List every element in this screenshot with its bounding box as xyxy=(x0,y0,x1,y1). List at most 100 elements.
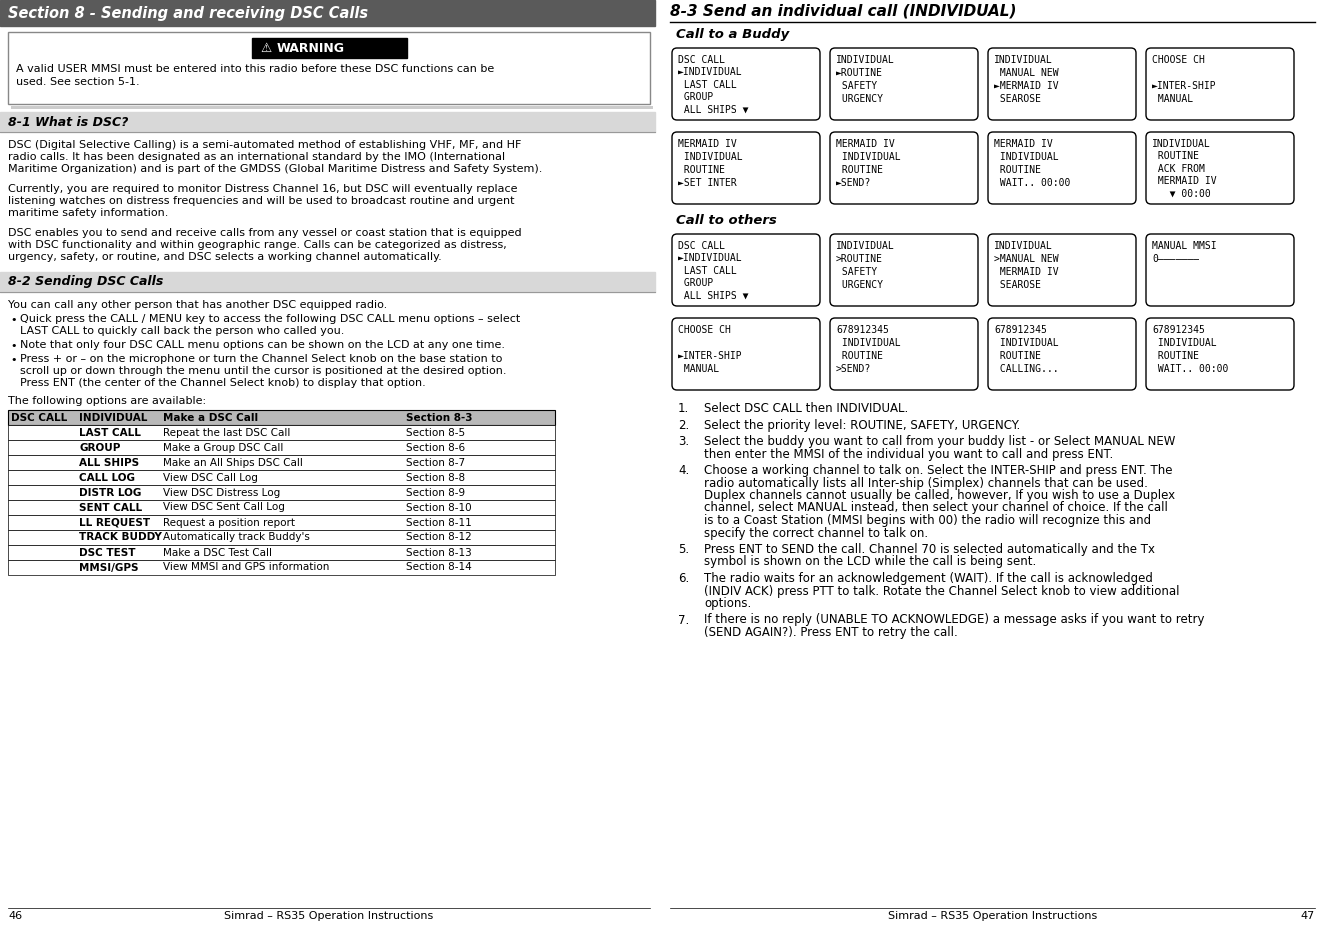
Text: Make a DSC Call: Make a DSC Call xyxy=(163,413,258,423)
Bar xyxy=(0,272,655,292)
FancyBboxPatch shape xyxy=(1146,234,1294,306)
FancyBboxPatch shape xyxy=(988,234,1136,306)
Text: Section 8 - Sending and receiving DSC Calls: Section 8 - Sending and receiving DSC Ca… xyxy=(8,6,368,20)
Text: 678912345: 678912345 xyxy=(994,325,1046,335)
Text: DSC CALL: DSC CALL xyxy=(11,413,67,423)
Text: SAFETY: SAFETY xyxy=(836,81,877,91)
Text: MERMAID IV: MERMAID IV xyxy=(836,139,894,149)
Text: MANUAL MMSI: MANUAL MMSI xyxy=(1152,241,1217,251)
Text: INDIVIDUAL: INDIVIDUAL xyxy=(994,241,1053,251)
Text: Make a Group DSC Call: Make a Group DSC Call xyxy=(163,442,283,452)
Text: 1.: 1. xyxy=(677,402,689,415)
FancyBboxPatch shape xyxy=(1146,132,1294,204)
Text: SENT CALL: SENT CALL xyxy=(79,502,142,513)
Text: Make an All Ships DSC Call: Make an All Ships DSC Call xyxy=(163,458,303,467)
FancyBboxPatch shape xyxy=(830,48,978,120)
Text: MERMAID IV: MERMAID IV xyxy=(1152,176,1217,186)
Text: ALL SHIPS: ALL SHIPS xyxy=(79,458,139,467)
Text: INDIVIDUAL: INDIVIDUAL xyxy=(1152,338,1217,348)
Text: 2.: 2. xyxy=(677,418,689,431)
Bar xyxy=(8,425,556,440)
Text: ROUTINE: ROUTINE xyxy=(1152,351,1199,361)
Bar xyxy=(8,545,556,560)
Text: Select the buddy you want to call from your buddy list - or Select MANUAL NEW: Select the buddy you want to call from y… xyxy=(704,435,1175,448)
FancyBboxPatch shape xyxy=(830,318,978,390)
Text: View DSC Distress Log: View DSC Distress Log xyxy=(163,488,280,498)
Text: ⚠: ⚠ xyxy=(261,42,271,55)
Text: •: • xyxy=(11,341,16,351)
Text: GROUP: GROUP xyxy=(677,92,713,102)
Text: CHOOSE CH: CHOOSE CH xyxy=(677,325,730,335)
Text: MMSI/GPS: MMSI/GPS xyxy=(79,563,139,573)
Text: •: • xyxy=(11,315,16,325)
Text: specify the correct channel to talk on.: specify the correct channel to talk on. xyxy=(704,527,929,540)
Text: GROUP: GROUP xyxy=(677,278,713,288)
Text: ROUTINE: ROUTINE xyxy=(1152,151,1199,161)
FancyBboxPatch shape xyxy=(1146,318,1294,390)
Text: Section 8-10: Section 8-10 xyxy=(406,502,471,513)
Text: INDIVIDUAL: INDIVIDUAL xyxy=(1152,139,1211,149)
Text: Section 8-13: Section 8-13 xyxy=(406,548,472,557)
Text: Simrad – RS35 Operation Instructions: Simrad – RS35 Operation Instructions xyxy=(225,911,434,921)
Text: DISTR LOG: DISTR LOG xyxy=(79,488,142,498)
Text: ►SEND?: ►SEND? xyxy=(836,178,872,188)
Text: >ROUTINE: >ROUTINE xyxy=(836,254,882,264)
Text: A valid USER MMSI must be entered into this radio before these DSC functions can: A valid USER MMSI must be entered into t… xyxy=(16,64,495,74)
Text: Section 8-7: Section 8-7 xyxy=(406,458,466,467)
Text: The following options are available:: The following options are available: xyxy=(8,396,206,406)
Text: ►SET INTER: ►SET INTER xyxy=(677,178,737,188)
Text: 8-1 What is DSC?: 8-1 What is DSC? xyxy=(8,116,128,129)
Text: GROUP: GROUP xyxy=(79,442,120,452)
FancyBboxPatch shape xyxy=(830,234,978,306)
Text: View DSC Call Log: View DSC Call Log xyxy=(163,473,258,482)
Bar xyxy=(8,515,556,530)
FancyBboxPatch shape xyxy=(672,132,820,204)
Text: CALLING...: CALLING... xyxy=(994,364,1058,374)
Text: INDIVIDUAL: INDIVIDUAL xyxy=(836,241,894,251)
Text: Maritime Organization) and is part of the GMDSS (Global Maritime Distress and Sa: Maritime Organization) and is part of th… xyxy=(8,164,542,174)
Text: ►INDIVIDUAL: ►INDIVIDUAL xyxy=(677,68,742,77)
Text: URGENCY: URGENCY xyxy=(836,94,882,104)
Text: View DSC Sent Call Log: View DSC Sent Call Log xyxy=(163,502,284,513)
Text: 3.: 3. xyxy=(677,435,689,448)
Text: scroll up or down through the menu until the cursor is positioned at the desired: scroll up or down through the menu until… xyxy=(20,366,507,376)
Text: (INDIV ACK) press PTT to talk. Rotate the Channel Select knob to view additional: (INDIV ACK) press PTT to talk. Rotate th… xyxy=(704,585,1180,598)
Text: SEAROSE: SEAROSE xyxy=(994,94,1041,104)
Text: LAST CALL: LAST CALL xyxy=(79,427,140,438)
Text: Make a DSC Test Call: Make a DSC Test Call xyxy=(163,548,273,557)
Text: INDIVIDUAL: INDIVIDUAL xyxy=(836,55,894,65)
Text: INDIVIDUAL: INDIVIDUAL xyxy=(836,338,901,348)
Text: ALL SHIPS ▼: ALL SHIPS ▼ xyxy=(677,290,749,300)
Text: WARNING: WARNING xyxy=(277,42,345,55)
Text: MERMAID IV: MERMAID IV xyxy=(994,267,1058,277)
Text: You can call any other person that has another DSC equipped radio.: You can call any other person that has a… xyxy=(8,300,388,310)
Text: Request a position report: Request a position report xyxy=(163,517,295,527)
Text: 6.: 6. xyxy=(677,572,689,585)
Text: DSC CALL: DSC CALL xyxy=(677,241,725,251)
Text: symbol is shown on the LCD while the call is being sent.: symbol is shown on the LCD while the cal… xyxy=(704,555,1036,568)
Text: ROUTINE: ROUTINE xyxy=(836,165,882,175)
FancyBboxPatch shape xyxy=(988,132,1136,204)
FancyBboxPatch shape xyxy=(672,48,820,120)
Bar xyxy=(0,0,655,26)
Text: Select DSC CALL then INDIVIDUAL.: Select DSC CALL then INDIVIDUAL. xyxy=(704,402,909,415)
Text: WAIT.. 00:00: WAIT.. 00:00 xyxy=(994,178,1070,188)
FancyBboxPatch shape xyxy=(1146,48,1294,120)
Text: URGENCY: URGENCY xyxy=(836,280,882,290)
Bar xyxy=(8,500,556,515)
Text: •: • xyxy=(11,355,16,365)
Text: Simrad – RS35 Operation Instructions: Simrad – RS35 Operation Instructions xyxy=(888,911,1097,921)
Text: Section 8-12: Section 8-12 xyxy=(406,532,472,542)
Text: 5.: 5. xyxy=(677,543,689,556)
Text: Select the priority level: ROUTINE, SAFETY, URGENCY.: Select the priority level: ROUTINE, SAFE… xyxy=(704,418,1020,431)
Text: The radio waits for an acknowledgement (WAIT). If the call is acknowledged: The radio waits for an acknowledgement (… xyxy=(704,572,1152,585)
Text: MANUAL NEW: MANUAL NEW xyxy=(994,68,1058,78)
Text: options.: options. xyxy=(704,597,751,610)
Text: ►INTER-SHIP: ►INTER-SHIP xyxy=(677,351,742,361)
Text: INDIVIDUAL: INDIVIDUAL xyxy=(836,152,901,162)
Text: LAST CALL: LAST CALL xyxy=(677,80,737,90)
Text: LL REQUEST: LL REQUEST xyxy=(79,517,149,527)
Bar xyxy=(8,470,556,485)
Text: radio automatically lists all Inter-ship (Simplex) channels that can be used.: radio automatically lists all Inter-ship… xyxy=(704,476,1148,489)
Text: LAST CALL to quickly call back the person who called you.: LAST CALL to quickly call back the perso… xyxy=(20,326,344,336)
